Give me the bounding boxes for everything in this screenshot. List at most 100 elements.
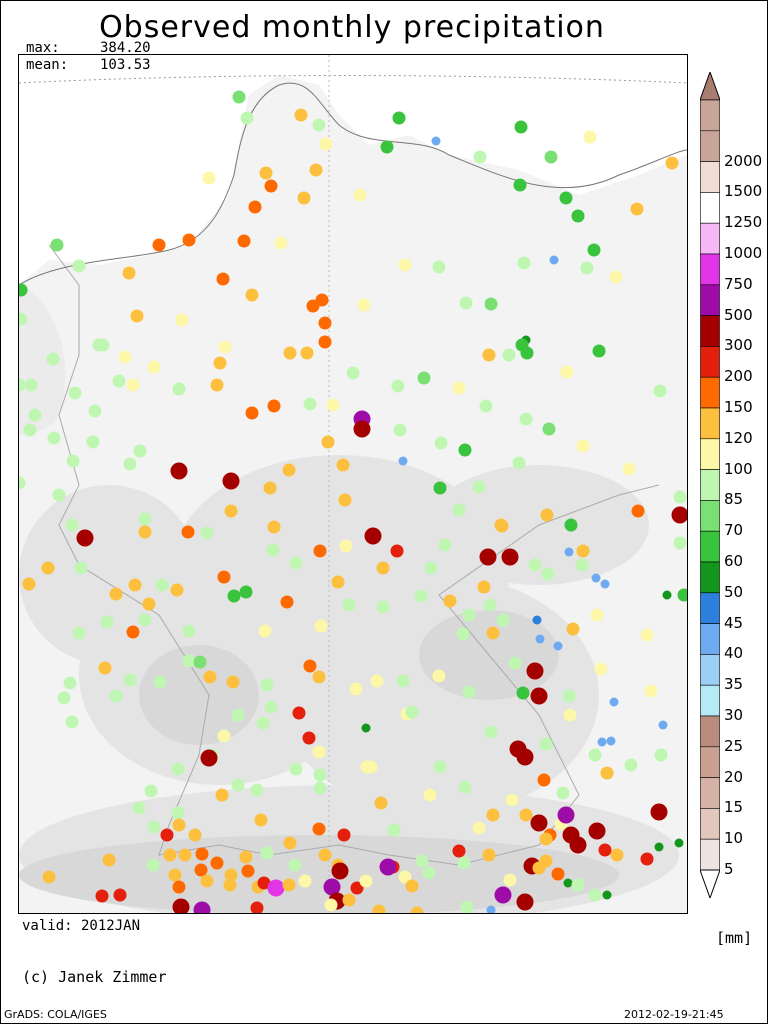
station-dot <box>588 822 606 840</box>
station-dot <box>171 806 185 820</box>
station-dot <box>323 878 341 896</box>
station-dot <box>152 238 166 252</box>
station-dot <box>267 879 285 897</box>
station-dot <box>112 374 126 388</box>
station-dot <box>163 848 177 862</box>
station-dot <box>170 462 188 480</box>
color-scale-segment <box>700 500 720 532</box>
color-scale-label: 40 <box>724 644 744 663</box>
station-dot <box>624 758 638 772</box>
station-dot <box>65 518 79 532</box>
station-dot <box>496 613 510 627</box>
station-dot <box>42 870 56 884</box>
station-dot <box>193 655 207 669</box>
station-dot <box>47 431 61 445</box>
station-dot <box>193 901 211 913</box>
station-dot <box>539 854 553 868</box>
station-dot <box>514 120 528 134</box>
station-dot <box>63 676 77 690</box>
station-dot <box>314 619 328 633</box>
station-dot <box>359 874 373 888</box>
page-title: Observed monthly precipitation <box>99 10 605 45</box>
station-dot <box>392 111 406 125</box>
station-dot <box>267 520 281 534</box>
station-dot <box>318 848 332 862</box>
station-dot <box>248 200 262 214</box>
station-dot <box>505 793 519 807</box>
station-dot <box>147 360 161 374</box>
station-dots-layer <box>19 90 687 913</box>
station-dot <box>300 346 314 360</box>
station-dot <box>563 708 577 722</box>
station-dot <box>563 878 573 888</box>
station-dot <box>431 136 441 146</box>
color-scale-segment <box>700 438 720 470</box>
station-dot <box>575 558 589 572</box>
station-dot <box>644 684 658 698</box>
station-dot <box>138 525 152 539</box>
station-dot <box>422 866 436 880</box>
station-dot <box>289 556 303 570</box>
station-dot <box>113 888 127 902</box>
station-dot <box>86 435 100 449</box>
station-dot <box>306 299 320 313</box>
station-dot <box>175 313 189 327</box>
station-dot <box>414 589 428 603</box>
station-dot <box>622 462 636 476</box>
station-dot <box>313 781 327 795</box>
station-dot <box>434 436 448 450</box>
color-scale-top-arrow <box>700 72 720 101</box>
station-dot <box>398 258 412 272</box>
color-scale-label: 60 <box>724 552 744 570</box>
station-dot <box>349 682 363 696</box>
station-dot <box>459 296 473 310</box>
station-dot <box>312 670 326 684</box>
station-dot <box>312 745 326 759</box>
station-dot <box>653 384 667 398</box>
station-dot <box>583 130 597 144</box>
station-dot <box>292 706 306 720</box>
color-scale-label: 5 <box>724 860 734 878</box>
station-dot <box>501 548 519 566</box>
color-scale-label: 500 <box>724 305 753 324</box>
station-dot <box>324 898 338 912</box>
station-dot <box>147 820 161 834</box>
station-dot <box>202 171 216 185</box>
station-dot <box>241 864 255 878</box>
color-scale-segment <box>700 838 720 871</box>
station-dot <box>250 783 264 797</box>
station-dot <box>282 878 296 892</box>
station-dot <box>432 669 446 683</box>
color-scale-label: 1000 <box>724 244 763 262</box>
station-dot <box>398 456 408 466</box>
station-dot <box>564 518 578 532</box>
station-dot <box>588 888 602 902</box>
station-dot <box>631 504 645 518</box>
station-dot <box>458 443 472 457</box>
color-scale-segment <box>700 192 720 224</box>
station-dot <box>170 583 184 597</box>
station-dot <box>484 297 498 311</box>
station-dot <box>200 874 214 888</box>
station-dot <box>240 111 254 125</box>
station-dot <box>132 801 146 815</box>
station-dot <box>215 788 229 802</box>
station-dot <box>46 352 60 366</box>
station-dot <box>260 846 274 860</box>
station-dot <box>495 519 509 533</box>
station-dot <box>250 901 264 913</box>
station-dot <box>303 397 317 411</box>
station-dot <box>182 233 196 247</box>
station-dot <box>100 615 114 629</box>
station-dot <box>274 236 288 250</box>
station-dot <box>231 778 245 792</box>
station-dot <box>640 628 654 642</box>
station-dot <box>128 578 142 592</box>
station-dot <box>313 544 327 558</box>
station-dot <box>483 598 497 612</box>
station-dot <box>551 867 565 881</box>
station-dot <box>133 444 147 458</box>
station-dot <box>188 828 202 842</box>
station-dot <box>102 853 116 867</box>
station-dot <box>516 748 534 766</box>
